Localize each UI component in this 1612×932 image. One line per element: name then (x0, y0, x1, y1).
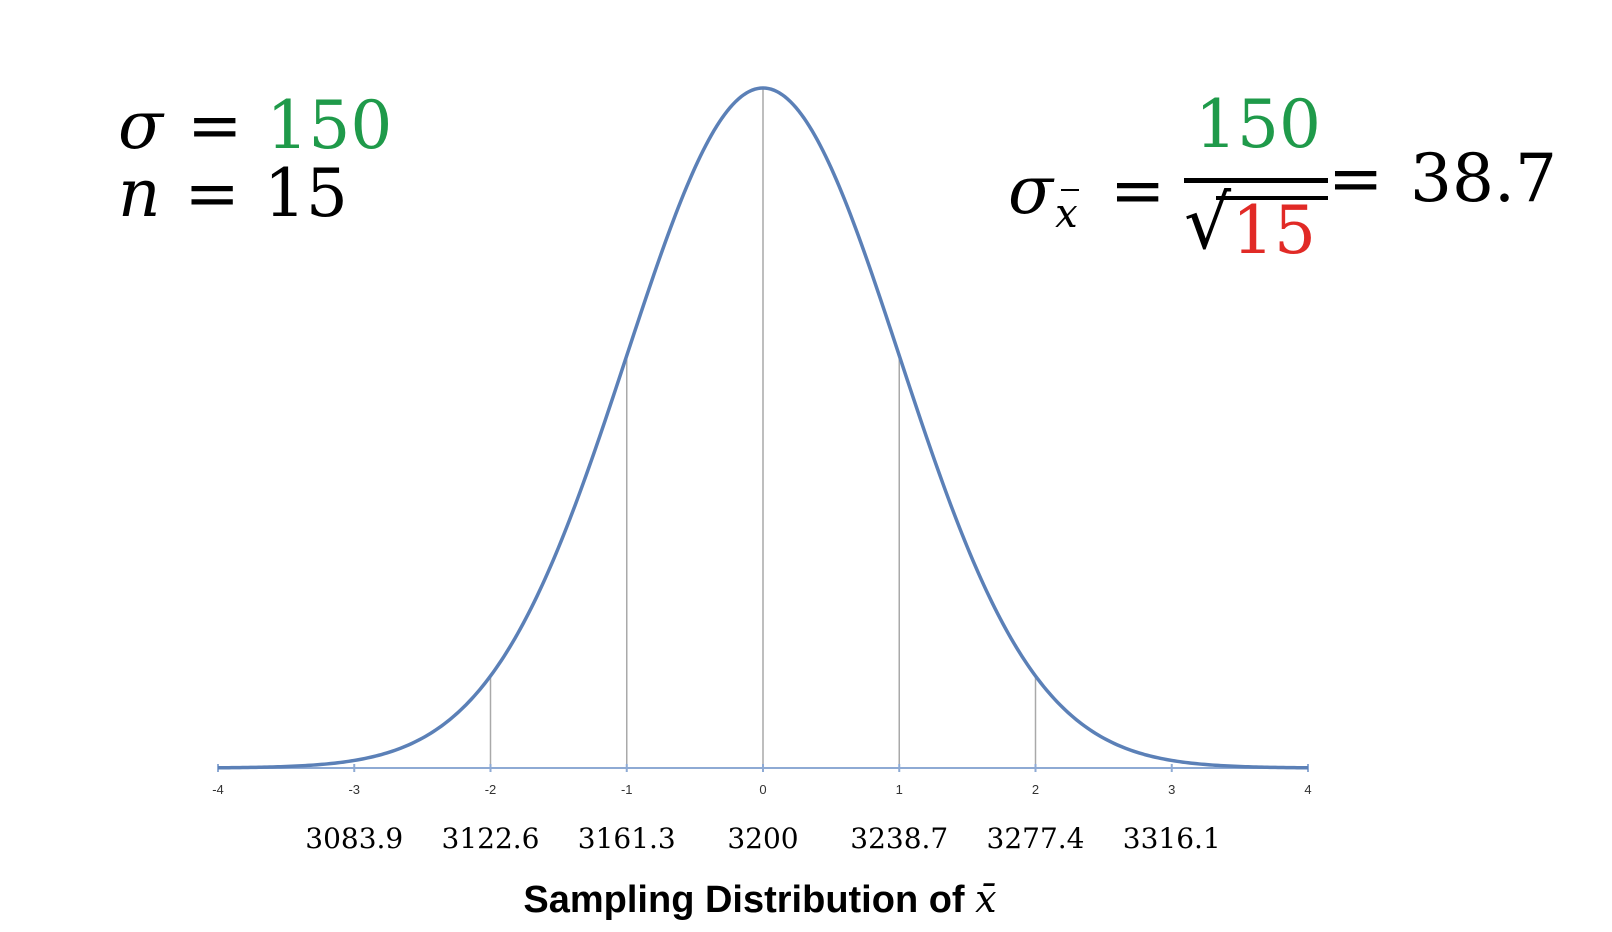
x-axis-title-symbol: x̄ (975, 877, 996, 921)
x-axis-title-text: Sampling Distribution of (523, 879, 975, 921)
value-label: 3122.6 (442, 822, 540, 855)
z-tick-label: 4 (1304, 782, 1311, 797)
n-value: 15 (263, 155, 348, 232)
z-tick-label: -2 (485, 782, 497, 797)
standard-error-result: 38.7 (1410, 140, 1557, 217)
sigma-value: 150 (266, 87, 393, 164)
sigma-symbol: σ (1008, 152, 1054, 229)
z-tick-label: -1 (621, 782, 633, 797)
equals-sign: = (1328, 140, 1384, 217)
sigma-symbol: σ (118, 87, 164, 164)
fraction-denominator: √ 15 (1184, 180, 1328, 276)
fraction-bar (1184, 178, 1328, 183)
fraction-numerator: 150 (1195, 86, 1321, 163)
value-label: 3083.9 (305, 822, 403, 855)
value-label: 3161.3 (578, 822, 676, 855)
z-tick-label: 3 (1168, 782, 1175, 797)
n-row: n = 15 (118, 160, 392, 228)
x-axis-title: Sampling Distribution of x̄ (523, 877, 996, 921)
equals-sign: = (184, 155, 240, 232)
value-labels: 3083.9 3122.6 3161.3 3200 3238.7 3277.4 3316.1 (305, 822, 1220, 855)
z-tick-label: -3 (348, 782, 360, 797)
value-label: 3238.7 (850, 822, 948, 855)
value-label: 3277.4 (987, 822, 1085, 855)
z-tick-label: 2 (1032, 782, 1039, 797)
z-tick-labels: -4 -3 -2 -1 0 1 2 3 4 (212, 782, 1311, 797)
xbar-subscript: x (1055, 189, 1080, 237)
z-tick-label: 0 (759, 782, 766, 797)
denominator-value: 15 (1232, 192, 1316, 269)
sigma-row: σ = 150 (118, 92, 392, 160)
vertical-guide-lines (489, 88, 1037, 768)
z-tick-label: -4 (212, 782, 224, 797)
given-values-formula: σ = 150 n = 15 (118, 92, 392, 228)
x-axis-ticks (217, 764, 1309, 772)
n-symbol: n (118, 155, 161, 232)
xbar-overline (1061, 189, 1080, 191)
z-tick-label: 1 (896, 782, 903, 797)
square-root-icon: √ (1184, 180, 1232, 266)
value-label: 3200 (727, 822, 798, 855)
equals-sign: = (1110, 152, 1166, 229)
value-label: 3316.1 (1123, 822, 1221, 855)
equals-sign: = (187, 87, 243, 164)
xbar-letter: x (1055, 191, 1078, 237)
square-root-bar (1216, 196, 1328, 200)
normal-curve-line (217, 86, 1309, 770)
